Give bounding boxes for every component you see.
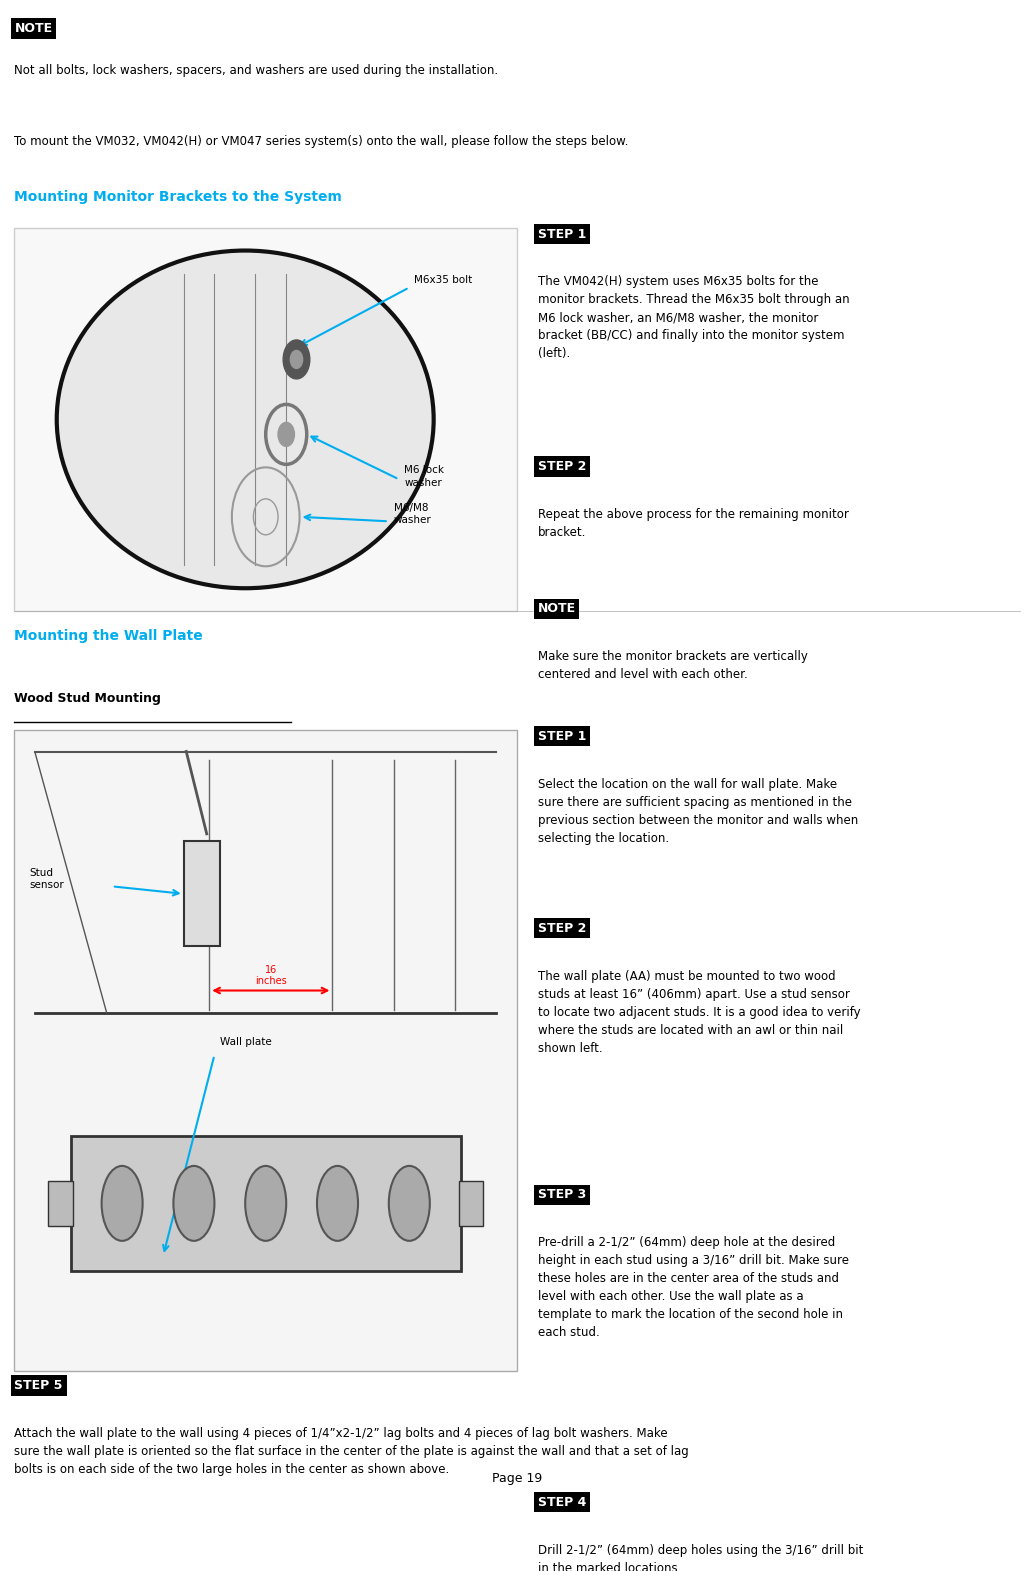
Text: STEP 5: STEP 5 [14, 1379, 63, 1392]
Text: Page 19: Page 19 [492, 1472, 542, 1485]
Text: The VM042(H) system uses M6x35 bolts for the
monitor brackets. Thread the M6x35 : The VM042(H) system uses M6x35 bolts for… [538, 275, 849, 360]
Circle shape [291, 350, 303, 369]
Text: NOTE: NOTE [538, 602, 576, 616]
Ellipse shape [389, 1166, 430, 1241]
Circle shape [278, 423, 295, 446]
Bar [458, 1181, 483, 1225]
Text: Stud
sensor: Stud sensor [30, 867, 64, 891]
Ellipse shape [317, 1166, 358, 1241]
Text: Repeat the above process for the remaining monitor
bracket.: Repeat the above process for the remaini… [538, 507, 848, 539]
Text: Not all bolts, lock washers, spacers, and washers are used during the installati: Not all bolts, lock washers, spacers, an… [14, 64, 498, 77]
Text: STEP 1: STEP 1 [538, 729, 586, 743]
Ellipse shape [174, 1166, 214, 1241]
Text: STEP 2: STEP 2 [538, 922, 586, 935]
Text: Make sure the monitor brackets are vertically
centered and level with each other: Make sure the monitor brackets are verti… [538, 650, 808, 682]
Bar [49, 1181, 72, 1225]
Text: Wall plate: Wall plate [219, 1037, 271, 1048]
Ellipse shape [57, 250, 433, 588]
Text: 16
inches: 16 inches [255, 965, 286, 987]
Text: Attach the wall plate to the wall using 4 pieces of 1/4”x2-1/2” lag bolts and 4 : Attach the wall plate to the wall using … [14, 1426, 690, 1475]
Text: M6/M8
washer: M6/M8 washer [394, 503, 431, 525]
Bar [71, 1136, 460, 1271]
Text: M6x35 bolt: M6x35 bolt [415, 275, 473, 284]
Text: Wood Stud Mounting: Wood Stud Mounting [14, 693, 161, 705]
Bar [184, 842, 219, 946]
Text: Select the location on the wall for wall plate. Make
sure there are sufficient s: Select the location on the wall for wall… [538, 778, 858, 845]
Text: STEP 3: STEP 3 [538, 1188, 586, 1202]
Bar [14, 729, 517, 1371]
Text: STEP 2: STEP 2 [538, 460, 586, 473]
Circle shape [283, 339, 310, 379]
Text: The wall plate (AA) must be mounted to two wood
studs at least 16” (406mm) apart: The wall plate (AA) must be mounted to t… [538, 969, 860, 1054]
Text: STEP 4: STEP 4 [538, 1496, 586, 1508]
Text: Mounting the Wall Plate: Mounting the Wall Plate [14, 630, 203, 643]
Text: STEP 1: STEP 1 [538, 228, 586, 240]
Text: Drill 2-1/2” (64mm) deep holes using the 3/16” drill bit
in the marked locations: Drill 2-1/2” (64mm) deep holes using the… [538, 1544, 863, 1571]
Text: NOTE: NOTE [14, 22, 53, 35]
Text: M6 lock
washer: M6 lock washer [404, 465, 445, 487]
Text: Mounting Monitor Brackets to the System: Mounting Monitor Brackets to the System [14, 190, 342, 204]
Text: Pre-drill a 2-1/2” (64mm) deep hole at the desired
height in each stud using a 3: Pre-drill a 2-1/2” (64mm) deep hole at t… [538, 1236, 849, 1340]
Ellipse shape [245, 1166, 286, 1241]
Text: To mount the VM032, VM042(H) or VM047 series system(s) onto the wall, please fol: To mount the VM032, VM042(H) or VM047 se… [14, 135, 629, 148]
Bar [14, 228, 517, 611]
Ellipse shape [101, 1166, 143, 1241]
